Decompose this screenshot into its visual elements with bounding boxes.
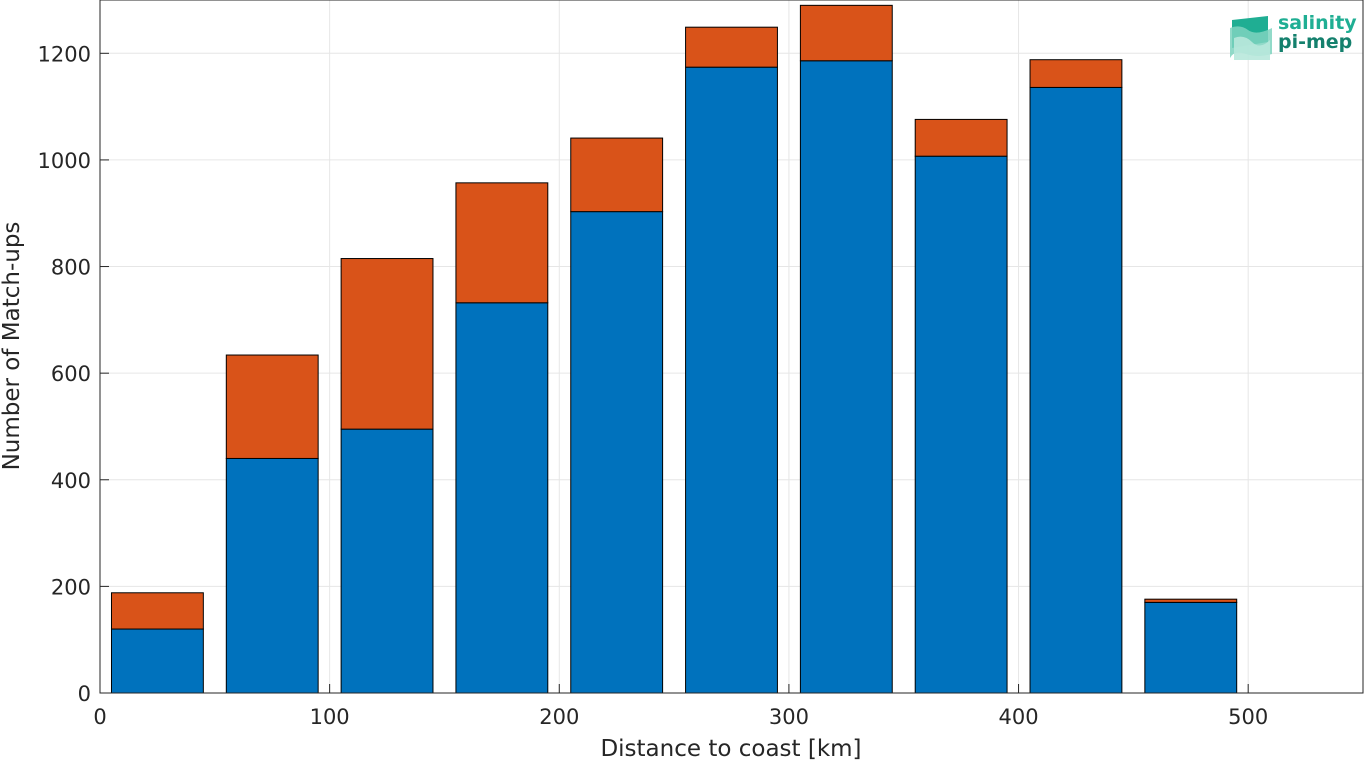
bar-segment-series-1 xyxy=(1144,601,1238,694)
wave-logo-icon xyxy=(1230,16,1272,60)
bar-segment-series-2 xyxy=(685,26,778,68)
x-axis-label: Distance to coast [km] xyxy=(600,736,861,761)
bars xyxy=(110,4,1238,694)
bar-segment-series-1 xyxy=(685,66,778,694)
plot-frame xyxy=(99,0,1364,694)
y-tick-label: 1000 xyxy=(38,149,91,173)
ticks: 0 100 200 300 400 500 0 200 400 600 800 1000 1200 xyxy=(38,42,1269,729)
bar-segment-series-2 xyxy=(799,4,893,62)
x-tick-label: 500 xyxy=(1228,705,1268,729)
bar-segment-series-1 xyxy=(570,211,664,694)
salinity-pi-mep-logo: salinity pi-mep xyxy=(1228,14,1358,64)
bar-segment-series-2 xyxy=(225,354,319,459)
bar-segment-series-2 xyxy=(340,258,434,430)
x-tick-label: 0 xyxy=(93,705,106,729)
x-tick-label: 400 xyxy=(998,705,1038,729)
bar-segment-series-1 xyxy=(455,302,549,694)
bar-segment-series-2 xyxy=(455,182,549,304)
y-tick-label: 800 xyxy=(51,256,91,280)
bar-segment-series-1 xyxy=(799,60,893,694)
y-tick-label: 0 xyxy=(78,682,91,706)
bar-segment-series-2 xyxy=(1144,598,1238,603)
bar-segment-series-1 xyxy=(110,628,204,694)
bar-segment-series-2 xyxy=(1029,59,1123,88)
logo-line2: pi-mep xyxy=(1278,31,1353,53)
x-tick-label: 200 xyxy=(539,705,579,729)
y-axis-label: Number of Match-ups xyxy=(0,222,25,471)
y-tick-label: 400 xyxy=(51,469,91,493)
y-tick-label: 200 xyxy=(51,575,91,599)
bar-segment-series-2 xyxy=(914,118,1008,157)
logo-line1: salinity xyxy=(1278,12,1357,34)
y-tick-label: 1200 xyxy=(38,42,91,66)
x-tick-label: 300 xyxy=(769,705,809,729)
x-tick-label: 100 xyxy=(310,705,350,729)
bar-segment-series-1 xyxy=(914,155,1008,694)
bar-segment-series-1 xyxy=(340,428,434,694)
bar-segment-series-1 xyxy=(225,457,319,694)
y-tick-label: 600 xyxy=(51,362,91,386)
logo-text: salinity pi-mep xyxy=(1278,14,1357,52)
bar-segment-series-2 xyxy=(110,592,204,630)
bar-segment-series-1 xyxy=(1029,86,1123,694)
bar-segment-series-2 xyxy=(570,137,664,213)
